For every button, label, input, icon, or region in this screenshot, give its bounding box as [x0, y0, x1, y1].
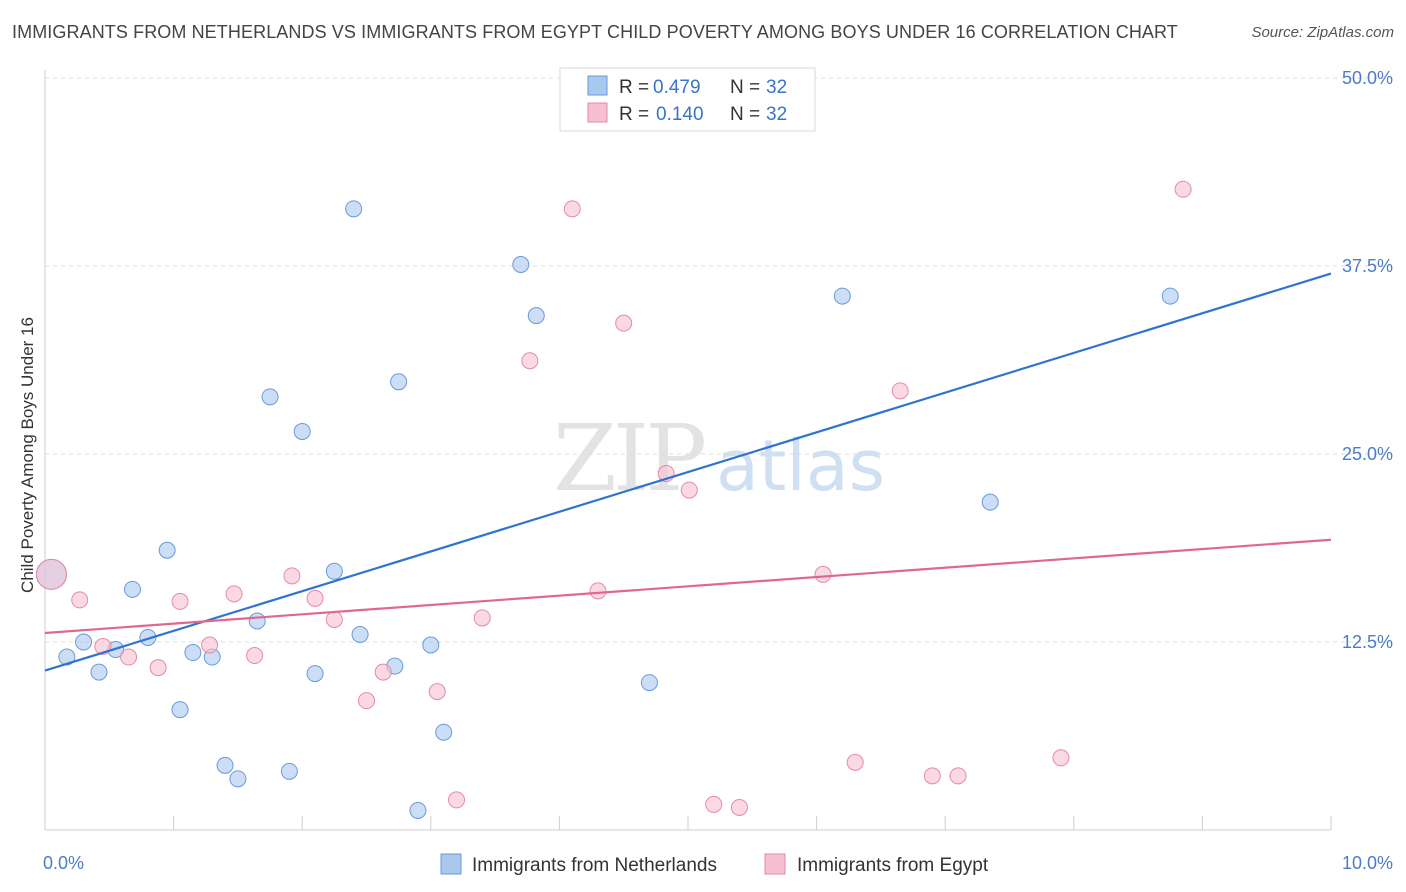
series-legend: Immigrants from Netherlands Immigrants f…	[440, 853, 989, 876]
series-legend-label-netherlands: Immigrants from Netherlands	[472, 855, 717, 876]
legend-swatch-netherlands	[587, 75, 608, 96]
egypt-point	[71, 591, 89, 609]
netherlands-point	[58, 648, 76, 666]
egypt-point	[615, 314, 633, 332]
legend-n-label-1: N =	[730, 77, 760, 98]
legend-swatch-egypt	[587, 102, 608, 123]
egypt-point	[473, 609, 491, 627]
netherlands-point	[351, 625, 369, 643]
netherlands-trend-line	[44, 272, 1332, 672]
egypt-point	[171, 592, 189, 610]
egypt-point	[891, 382, 909, 400]
y-axis-label: Child Poverty Among Boys Under 16	[18, 317, 37, 593]
netherlands-point	[306, 665, 324, 683]
netherlands-point	[216, 756, 234, 774]
netherlands-point	[422, 636, 440, 654]
egypt-point	[120, 648, 138, 666]
legend-n-value-2: 32	[766, 104, 787, 125]
netherlands-point	[409, 801, 427, 819]
trend-lines	[44, 272, 1332, 672]
series-legend-swatch-egypt	[764, 853, 786, 875]
legend-r-value-1: 0.479	[653, 77, 701, 98]
legend-r-label-2: R =	[619, 104, 649, 125]
x-axis-ticks	[173, 816, 1332, 830]
x-tick-label-max: 10.0%	[1342, 853, 1393, 873]
egypt-point	[589, 582, 607, 600]
netherlands-point	[325, 562, 343, 580]
gridlines	[45, 77, 1391, 643]
egypt-point	[306, 589, 324, 607]
netherlands-point	[123, 580, 141, 598]
egypt-point	[923, 767, 941, 785]
legend-n-value-1: 32	[766, 77, 787, 98]
egypt-point	[35, 558, 67, 590]
y-tick-label: 12.5%	[1342, 632, 1393, 652]
egypt-point	[246, 647, 264, 665]
netherlands-point	[833, 287, 851, 305]
netherlands-point	[435, 723, 453, 741]
netherlands-point	[640, 674, 658, 692]
egypt-point	[283, 567, 301, 585]
egypt-point	[428, 683, 446, 701]
egypt-point	[705, 795, 723, 813]
egypt-point	[563, 200, 581, 218]
egypt-point	[1174, 180, 1192, 198]
x-tick-label-min: 0.0%	[43, 853, 84, 873]
egypt-point	[149, 659, 167, 677]
netherlands-point	[390, 373, 408, 391]
netherlands-point	[171, 701, 189, 719]
netherlands-point	[293, 422, 311, 440]
egypt-point	[730, 798, 748, 816]
netherlands-point	[248, 612, 266, 630]
netherlands-point	[527, 307, 545, 325]
y-tick-label: 25.0%	[1342, 444, 1393, 464]
stats-legend: R = 0.479 N = 32 R = 0.140 N = 32	[559, 67, 816, 132]
egypt-point	[949, 767, 967, 785]
watermark-atlas: atlas	[716, 425, 885, 507]
egypt-trend-line	[44, 538, 1332, 635]
netherlands-point	[261, 388, 279, 406]
egypt-point	[201, 636, 219, 654]
netherlands-point	[158, 541, 176, 559]
netherlands-point	[184, 644, 202, 662]
chart-title: IMMIGRANTS FROM NETHERLANDS VS IMMIGRANT…	[12, 22, 1178, 42]
watermark: ZIP atlas	[553, 405, 885, 512]
y-tick-label: 37.5%	[1342, 256, 1393, 276]
egypt-point	[374, 663, 392, 681]
egypt-point	[814, 565, 832, 583]
egypt-point	[680, 481, 698, 499]
netherlands-point	[512, 255, 530, 273]
netherlands-point	[1161, 287, 1179, 305]
netherlands-point	[345, 200, 363, 218]
egypt-point	[1052, 749, 1070, 767]
egypt-point	[225, 585, 243, 603]
y-tick-labels: 12.5% 25.0% 37.5% 50.0%	[1342, 68, 1393, 652]
series-legend-label-egypt: Immigrants from Egypt	[797, 855, 989, 876]
netherlands-point	[90, 663, 108, 681]
legend-r-label-1: R =	[619, 77, 649, 98]
watermark-zip: ZIP	[553, 405, 704, 512]
egypt-point	[325, 610, 343, 628]
legend-r-value-2: 0.140	[656, 104, 704, 125]
source-credit: Source: ZipAtlas.com	[1251, 24, 1394, 41]
netherlands-point	[981, 493, 999, 511]
egypt-point	[448, 791, 466, 809]
series-legend-swatch-netherlands	[440, 853, 462, 875]
egypt-point	[846, 753, 864, 771]
data-points	[35, 180, 1192, 819]
netherlands-point	[280, 762, 298, 780]
y-tick-label: 50.0%	[1342, 68, 1393, 88]
egypt-point	[358, 692, 375, 710]
netherlands-point	[229, 770, 247, 788]
egypt-point	[521, 352, 539, 370]
netherlands-point	[75, 633, 93, 651]
legend-n-label-2: N =	[730, 104, 760, 125]
